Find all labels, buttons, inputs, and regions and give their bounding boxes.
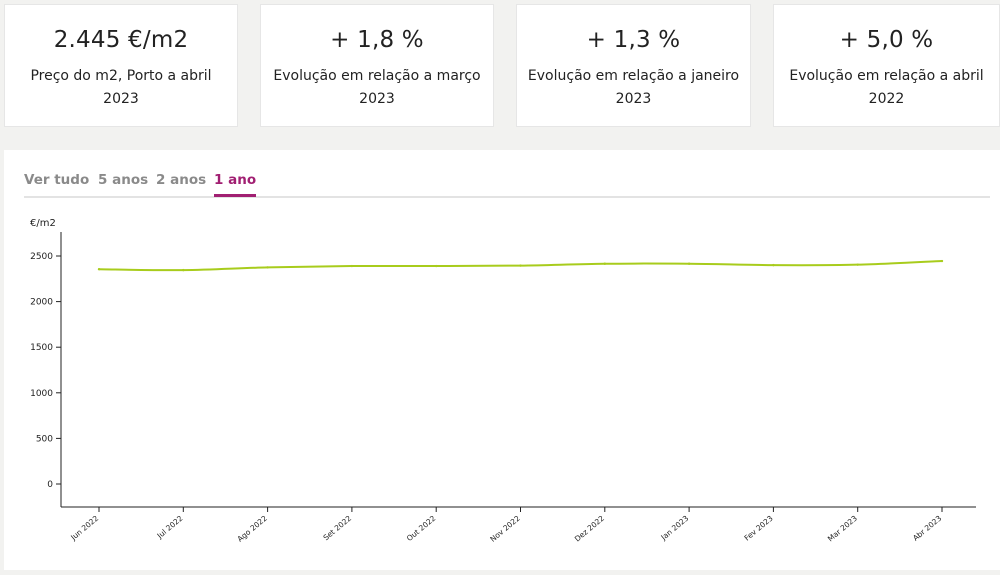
data-point	[856, 263, 859, 266]
data-point	[603, 262, 606, 265]
stat-value: + 5,0 %	[839, 27, 934, 53]
data-point	[435, 264, 438, 268]
stat-card-vs-january: + 1,3 % Evolução em relação a janeiro 20…	[516, 4, 751, 127]
chart-panel: Ver tudo 5 anos 2 anos 1 ano €/m2 0 500 100…	[4, 150, 1000, 570]
x-tick-label: Jun 2022	[68, 513, 100, 542]
y-tick-label: 500	[36, 434, 53, 444]
x-tick-label: Ago 2022	[236, 513, 269, 543]
y-tick-label: 1500	[30, 343, 53, 353]
tab-1-ano[interactable]: 1 ano	[214, 172, 257, 197]
y-tick-label: 1000	[30, 389, 53, 399]
y-tick-label: 2500	[30, 252, 53, 262]
stat-value: + 1,3 %	[586, 27, 681, 53]
data-point	[182, 268, 185, 272]
stat-label: Evolução em relação a abril 2022	[789, 68, 984, 107]
data-point	[519, 264, 522, 267]
stat-label: Preço do m2, Porto a abril 2023	[30, 68, 212, 107]
y-axis-label: €/m2	[30, 218, 56, 229]
tab-ver-tudo[interactable]: Ver tudo	[24, 172, 90, 188]
tab-5-anos[interactable]: 5 anos	[98, 172, 149, 188]
x-tick-label: Jan 2023	[659, 514, 691, 543]
stat-label: Evolução em relação a março 2023	[273, 68, 481, 107]
stat-card-vs-april: + 5,0 % Evolução em relação a abril 2022	[773, 4, 1000, 127]
tab-2-anos[interactable]: 2 anos	[156, 172, 207, 188]
x-tick-label: Mar 2023	[826, 513, 859, 543]
stat-value: 2.445 €/m2	[53, 27, 189, 53]
x-tick-label: Fev 2023	[743, 513, 775, 542]
x-tick-label: Abr 2023	[911, 513, 943, 542]
data-point	[266, 266, 269, 269]
data-point	[350, 264, 354, 268]
x-tick-label: Set 2022	[322, 513, 354, 542]
x-tick-label: Jul 2022	[155, 513, 185, 540]
data-point	[97, 268, 101, 271]
stat-value: + 1,8 %	[330, 27, 424, 53]
stat-card-price: 2.445 €/m2 Preço do m2, Porto a abril 20…	[4, 4, 238, 127]
stat-label: Evolução em relação a janeiro 2023	[527, 68, 740, 107]
x-tick-label: Out 2022	[405, 513, 438, 543]
data-point	[940, 259, 944, 263]
y-tick-label: 2000	[30, 298, 53, 308]
stat-card-vs-march: + 1,8 % Evolução em relação a março 2023	[260, 4, 494, 127]
period-tabs: Ver tudo 5 anos 2 anos 1 ano	[24, 172, 990, 198]
price-line-chart: €/m2 0 500 1000 1500 2000 2500 Jun 2022 Jul 2022…	[30, 218, 976, 544]
data-point	[772, 263, 775, 267]
x-tick-label: Nov 2022	[488, 513, 522, 543]
x-tick-label: Dez 2022	[573, 514, 606, 544]
data-point	[687, 262, 691, 265]
y-tick-label: 0	[47, 480, 53, 490]
